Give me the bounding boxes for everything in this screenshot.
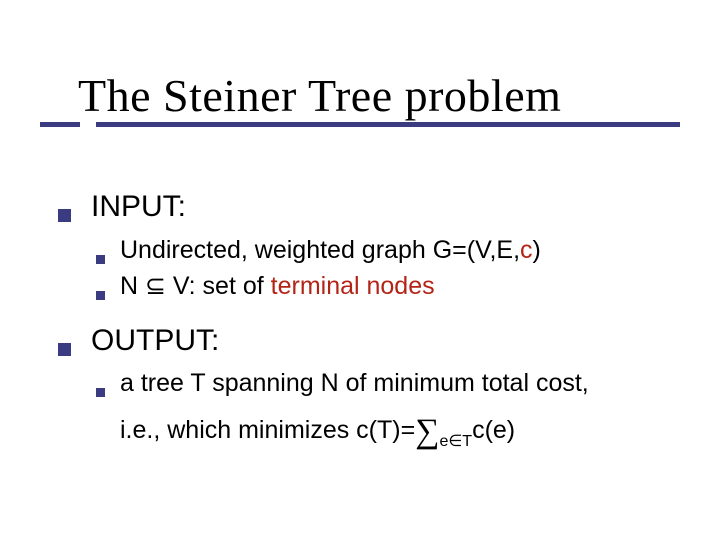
element-of-symbol: ∈: [448, 433, 462, 450]
input-item-2: N ⊆ V: set of terminal nodes: [58, 270, 680, 304]
highlight-terminal: terminal nodes: [271, 272, 435, 300]
input-item-1-text: Undirected, weighted graph G=(V,E,c): [120, 234, 541, 267]
sigma-symbol: ∑: [415, 413, 439, 450]
input-heading-row: INPUT:: [58, 188, 680, 226]
text-segment: N: [120, 272, 145, 300]
input-heading: INPUT:: [91, 188, 186, 226]
slide-body: INPUT: Undirected, weighted graph G=(V,E…: [58, 178, 680, 450]
output-cont-text: i.e., which minimizes c(T)=∑e∈Tc(e): [120, 416, 515, 444]
text-segment: V: set of: [166, 272, 271, 300]
square-bullet-icon: [96, 255, 105, 264]
square-bullet-icon: [58, 343, 71, 356]
output-item-1-text: a tree T spanning N of minimum total cos…: [120, 367, 589, 400]
output-item-continuation: i.e., which minimizes c(T)=∑e∈Tc(e): [58, 406, 680, 451]
title-underline: [40, 122, 680, 128]
output-heading: OUTPUT:: [91, 322, 219, 360]
subscript-t: T: [462, 433, 472, 450]
text-segment: ): [533, 236, 541, 264]
sum-subscript: e∈T: [439, 433, 472, 450]
text-segment: i.e., which minimizes c(T)=: [120, 416, 415, 444]
square-bullet-icon: [96, 388, 105, 397]
input-item-2-text: N ⊆ V: set of terminal nodes: [120, 270, 435, 304]
highlight-cost: c: [520, 236, 533, 264]
text-segment: c(e): [472, 416, 515, 444]
input-item-1: Undirected, weighted graph G=(V,E,c): [58, 234, 680, 267]
subset-symbol: ⊆: [145, 273, 166, 300]
square-bullet-icon: [96, 291, 105, 300]
output-heading-row: OUTPUT:: [58, 322, 680, 360]
square-bullet-icon: [58, 209, 71, 222]
output-item-1: a tree T spanning N of minimum total cos…: [58, 367, 680, 400]
text-segment: Undirected, weighted graph G=(V,E,: [120, 236, 520, 264]
title-region: The Steiner Tree problem: [40, 72, 680, 128]
slide-title: The Steiner Tree problem: [40, 72, 680, 120]
